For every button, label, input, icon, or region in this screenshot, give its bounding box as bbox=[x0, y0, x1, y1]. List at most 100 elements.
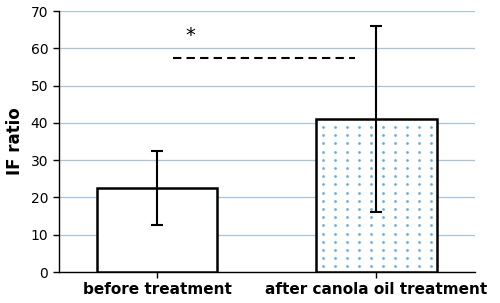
Point bbox=[367, 198, 375, 203]
Point bbox=[331, 165, 339, 170]
Point bbox=[415, 149, 423, 154]
Point bbox=[379, 133, 387, 138]
Point bbox=[379, 149, 387, 154]
Point bbox=[343, 207, 351, 211]
Point bbox=[331, 125, 339, 129]
Point bbox=[355, 157, 363, 162]
Point bbox=[355, 182, 363, 187]
Point bbox=[318, 215, 326, 220]
Point bbox=[427, 165, 435, 170]
Point bbox=[343, 264, 351, 269]
Point bbox=[331, 239, 339, 244]
Point bbox=[427, 141, 435, 146]
Point bbox=[331, 223, 339, 228]
Point bbox=[355, 125, 363, 129]
Point bbox=[403, 190, 411, 195]
Point bbox=[391, 239, 399, 244]
Point bbox=[367, 223, 375, 228]
Point bbox=[355, 190, 363, 195]
Point bbox=[379, 141, 387, 146]
Point bbox=[318, 174, 326, 179]
Point bbox=[415, 133, 423, 138]
Point bbox=[318, 264, 326, 269]
Point bbox=[403, 149, 411, 154]
Point bbox=[415, 190, 423, 195]
Point bbox=[343, 182, 351, 187]
Point bbox=[427, 248, 435, 252]
Point bbox=[427, 231, 435, 236]
Point bbox=[391, 223, 399, 228]
Point bbox=[331, 141, 339, 146]
Point bbox=[415, 174, 423, 179]
Point bbox=[379, 157, 387, 162]
Point bbox=[355, 215, 363, 220]
Point bbox=[331, 231, 339, 236]
Point bbox=[355, 256, 363, 261]
Point bbox=[427, 182, 435, 187]
Point bbox=[355, 239, 363, 244]
Point bbox=[367, 141, 375, 146]
Point bbox=[403, 133, 411, 138]
Point bbox=[331, 198, 339, 203]
Point bbox=[343, 190, 351, 195]
Point bbox=[391, 207, 399, 211]
Point bbox=[391, 141, 399, 146]
Point bbox=[343, 198, 351, 203]
Bar bbox=[316, 119, 436, 272]
Point bbox=[391, 133, 399, 138]
Point bbox=[343, 141, 351, 146]
Point bbox=[415, 215, 423, 220]
Point bbox=[415, 223, 423, 228]
Point bbox=[355, 149, 363, 154]
Point bbox=[367, 248, 375, 252]
Point bbox=[391, 149, 399, 154]
Point bbox=[391, 248, 399, 252]
Point bbox=[415, 182, 423, 187]
Point bbox=[403, 215, 411, 220]
Point bbox=[343, 256, 351, 261]
Point bbox=[391, 264, 399, 269]
Point bbox=[331, 133, 339, 138]
Point bbox=[403, 125, 411, 129]
Point bbox=[355, 248, 363, 252]
Point bbox=[331, 264, 339, 269]
Point bbox=[379, 239, 387, 244]
Point bbox=[355, 264, 363, 269]
Point bbox=[343, 231, 351, 236]
Point bbox=[403, 182, 411, 187]
Point bbox=[318, 190, 326, 195]
Point bbox=[379, 248, 387, 252]
Point bbox=[427, 157, 435, 162]
Point bbox=[403, 264, 411, 269]
Point bbox=[331, 149, 339, 154]
Point bbox=[415, 125, 423, 129]
Point bbox=[379, 165, 387, 170]
Point bbox=[415, 248, 423, 252]
Point bbox=[427, 133, 435, 138]
Point bbox=[391, 165, 399, 170]
Point bbox=[403, 198, 411, 203]
Point bbox=[367, 215, 375, 220]
Point bbox=[415, 157, 423, 162]
Point bbox=[367, 207, 375, 211]
Point bbox=[379, 215, 387, 220]
Point bbox=[391, 125, 399, 129]
Point bbox=[367, 190, 375, 195]
Point bbox=[379, 182, 387, 187]
Point bbox=[355, 174, 363, 179]
Point bbox=[318, 125, 326, 129]
Point bbox=[367, 182, 375, 187]
Point bbox=[318, 248, 326, 252]
Point bbox=[379, 174, 387, 179]
Y-axis label: IF ratio: IF ratio bbox=[6, 108, 24, 175]
Point bbox=[343, 215, 351, 220]
Point bbox=[427, 198, 435, 203]
Point bbox=[355, 198, 363, 203]
Point bbox=[331, 157, 339, 162]
Point bbox=[331, 256, 339, 261]
Point bbox=[379, 264, 387, 269]
Point bbox=[379, 231, 387, 236]
Point bbox=[403, 248, 411, 252]
Point bbox=[355, 231, 363, 236]
Point bbox=[403, 231, 411, 236]
